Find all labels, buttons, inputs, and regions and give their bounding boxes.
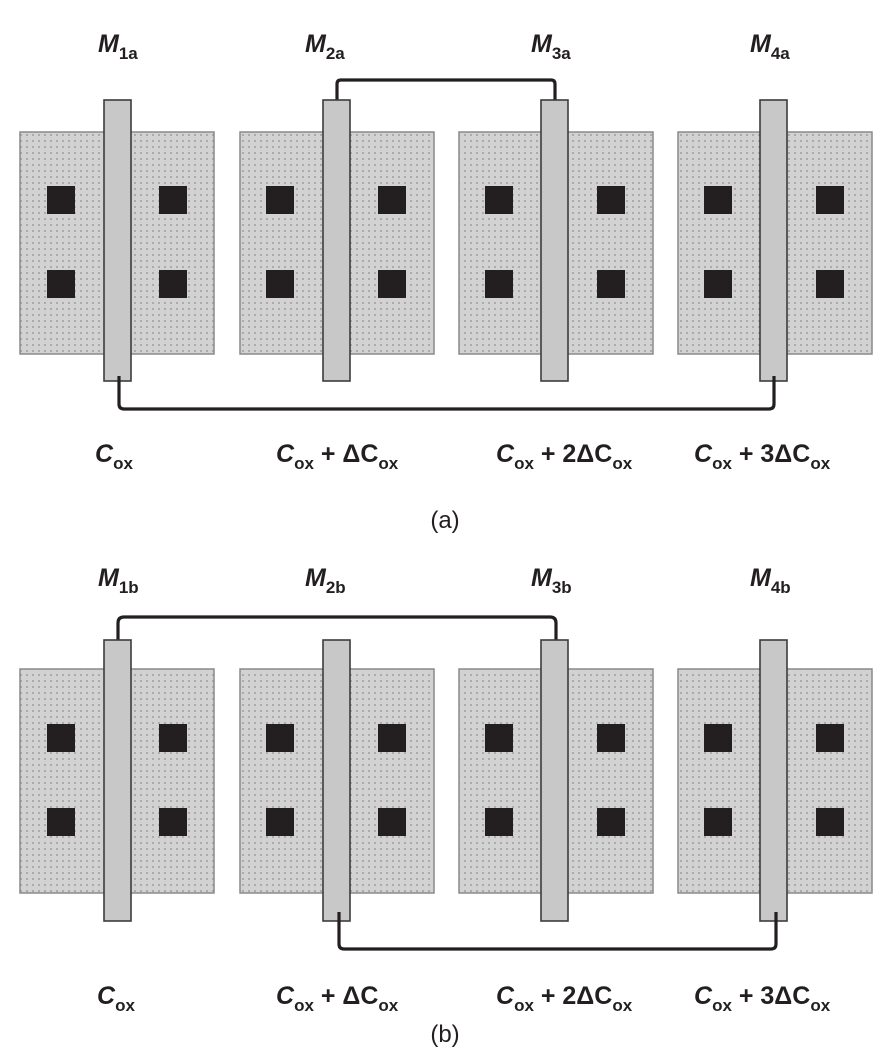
contact xyxy=(378,724,406,752)
cap-label-3b: Cox + 2ΔCox xyxy=(496,982,633,1015)
contact xyxy=(159,270,187,298)
cap-label-2a: Cox + ΔCox xyxy=(276,440,399,473)
transistor-label-4a: M4a xyxy=(750,30,790,63)
transistor-label-4b: M4b xyxy=(750,564,791,597)
cap-label-1b: Cox xyxy=(97,982,135,1015)
contact xyxy=(816,186,844,214)
contact xyxy=(816,724,844,752)
contact xyxy=(485,724,513,752)
gate-wire-bottom-a xyxy=(117,376,776,411)
contact xyxy=(485,270,513,298)
gate-poly xyxy=(759,99,788,382)
gate-poly xyxy=(540,639,569,922)
contact xyxy=(47,808,75,836)
gate-poly xyxy=(103,99,132,382)
contact xyxy=(485,808,513,836)
contact xyxy=(159,186,187,214)
contact xyxy=(597,808,625,836)
contact xyxy=(378,186,406,214)
contact xyxy=(378,808,406,836)
gate-poly xyxy=(322,99,351,382)
contact xyxy=(816,808,844,836)
contact xyxy=(159,724,187,752)
panel-caption-b: (b) xyxy=(430,1021,459,1048)
transistor-1b xyxy=(19,639,215,922)
contact xyxy=(597,186,625,214)
transistor-3a xyxy=(458,99,654,382)
contact xyxy=(47,186,75,214)
contact xyxy=(159,808,187,836)
panel-b: M1b M2b M3b M4b xyxy=(19,564,873,1048)
transistor-label-2a: M2a xyxy=(305,30,345,63)
transistor-label-3b: M3b xyxy=(531,564,572,597)
panel-a: M1a M2a M3a M4a xyxy=(19,30,873,534)
cap-label-4b: Cox + 3ΔCox xyxy=(694,982,831,1015)
contact xyxy=(266,724,294,752)
cap-label-3a: Cox + 2ΔCox xyxy=(496,440,633,473)
gate-wire-top-b xyxy=(116,615,558,655)
transistor-4a xyxy=(677,99,873,382)
transistor-3b xyxy=(458,639,654,922)
cap-label-4a: Cox + 3ΔCox xyxy=(694,440,831,473)
transistor-4b xyxy=(677,639,873,922)
gate-poly xyxy=(322,639,351,922)
contact xyxy=(597,724,625,752)
transistor-label-3a: M3a xyxy=(531,30,571,63)
transistor-1a xyxy=(19,99,215,382)
contact xyxy=(704,808,732,836)
gate-poly xyxy=(759,639,788,922)
gate-wire-top-a xyxy=(335,78,557,112)
contact xyxy=(704,186,732,214)
contact xyxy=(378,270,406,298)
transistor-label-1b: M1b xyxy=(98,564,139,597)
contact xyxy=(704,724,732,752)
transistor-label-2b: M2b xyxy=(305,564,346,597)
transistor-2b xyxy=(239,639,435,922)
gate-wire-bottom-b xyxy=(337,912,778,951)
gate-poly xyxy=(103,639,132,922)
contact xyxy=(597,270,625,298)
contact xyxy=(47,270,75,298)
contact xyxy=(816,270,844,298)
transistor-2a xyxy=(239,99,435,382)
cap-label-2b: Cox + ΔCox xyxy=(276,982,399,1015)
contact xyxy=(266,270,294,298)
contact xyxy=(704,270,732,298)
contact xyxy=(485,186,513,214)
contact xyxy=(266,808,294,836)
contact xyxy=(266,186,294,214)
contact xyxy=(47,724,75,752)
cap-label-1a: Cox xyxy=(95,440,133,473)
panel-caption-a: (a) xyxy=(430,507,459,534)
transistor-label-1a: M1a xyxy=(98,30,138,63)
gate-poly xyxy=(540,99,569,382)
